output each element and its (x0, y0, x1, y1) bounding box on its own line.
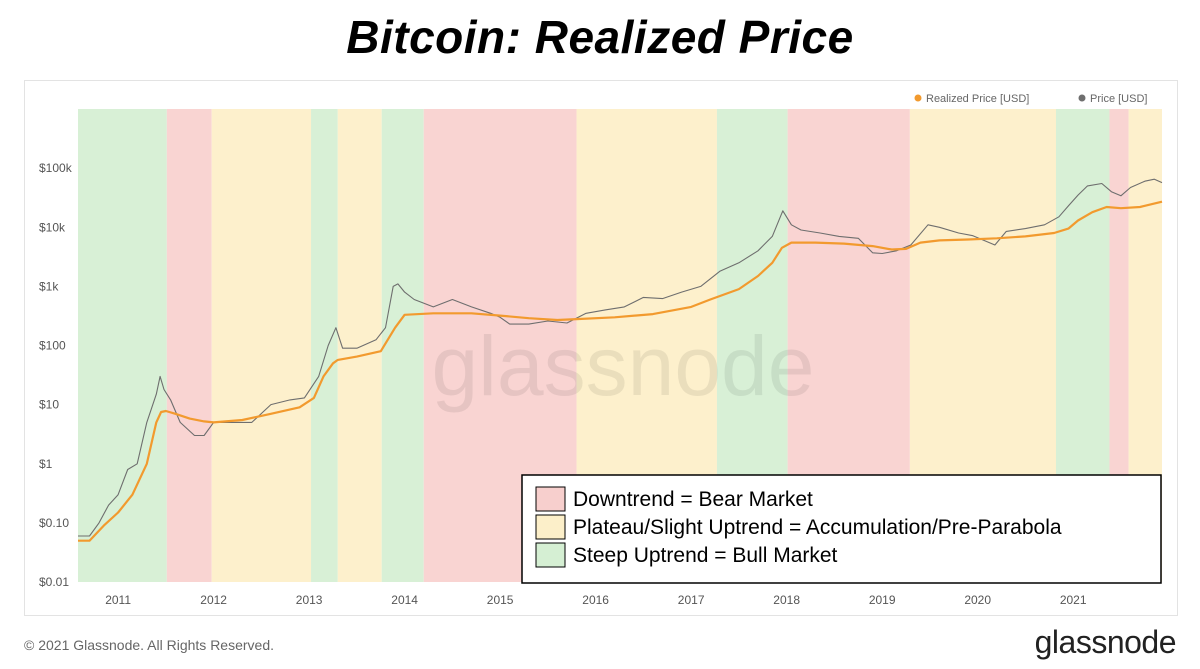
key-swatch (535, 542, 566, 568)
regime-band-bull (78, 109, 167, 582)
x-tick-label: 2016 (582, 593, 609, 607)
regime-band-bull (381, 109, 424, 582)
x-tick-label: 2014 (391, 593, 418, 607)
regime-key: Downtrend = Bear Market Plateau/Slight Up… (521, 474, 1162, 584)
x-tick-label: 2013 (296, 593, 323, 607)
legend-label[interactable]: Price [USD] (1090, 93, 1147, 105)
key-label: Downtrend = Bear Market (573, 488, 813, 511)
watermark: glassnode (432, 319, 815, 413)
realized-price-line (78, 200, 1163, 542)
key-label: Steep Uptrend = Bull Market (573, 544, 838, 567)
x-tick-label: 2020 (964, 593, 991, 607)
x-tick-label: 2015 (487, 593, 514, 607)
y-tick-label: $1k (39, 279, 59, 293)
legend-marker (1078, 94, 1086, 102)
y-tick-label: $100 (39, 339, 66, 353)
chart-panel: glassnode $0.01 $0.10 $1 $10 $100 $1k $10k $100… (24, 80, 1178, 616)
regime-band-bear (1109, 109, 1129, 582)
y-tick-label: $0.10 (39, 516, 69, 530)
chart-title: Bitcoin: Realized Price (346, 11, 854, 63)
y-tick-label: $100k (39, 161, 73, 175)
x-axis: 2011 2012 2013 2014 2015 2016 2017 2018 2019 2020… (105, 593, 1087, 607)
glassnode-logo[interactable]: glassnode (1034, 624, 1177, 660)
legend-label[interactable]: Realized Price [USD] (926, 93, 1029, 105)
regime-band-bull (311, 109, 338, 582)
x-tick-label: 2019 (869, 593, 896, 607)
series-lines (78, 178, 1163, 542)
key-box (521, 474, 1162, 584)
key-swatch (535, 514, 566, 540)
copyright-text: © 2021 Glassnode. All Rights Reserved. (24, 637, 275, 653)
x-tick-label: 2021 (1060, 593, 1087, 607)
chart-legend: Realized Price [USD] Price [USD] (914, 93, 1147, 105)
x-tick-label: 2012 (200, 593, 227, 607)
y-axis: $0.01 $0.10 $1 $10 $100 $1k $10k $100k (39, 161, 73, 589)
y-tick-label: $0.01 (39, 575, 69, 589)
y-tick-label: $10k (39, 220, 66, 234)
price-line (78, 178, 1163, 537)
y-tick-label: $10 (39, 398, 59, 412)
x-tick-label: 2017 (678, 593, 705, 607)
key-swatch (535, 486, 566, 512)
y-tick-label: $1 (39, 457, 53, 471)
key-label: Plateau/Slight Uptrend = Accumulation/Pr… (573, 516, 1062, 539)
regime-band-bear (166, 109, 212, 582)
regime-band-accumulation (337, 109, 382, 582)
regime-band-accumulation (211, 109, 312, 582)
legend-marker (914, 94, 922, 102)
x-tick-label: 2018 (773, 593, 800, 607)
x-tick-label: 2011 (105, 593, 131, 607)
realized-price-chart: glassnode $0.01 $0.10 $1 $10 $100 $1k $10k $100… (39, 93, 1163, 607)
